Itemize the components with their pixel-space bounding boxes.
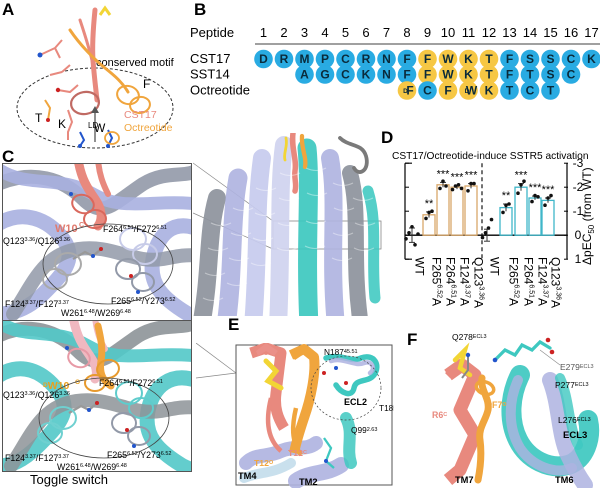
svg-text:***: ***	[515, 170, 529, 182]
svg-text:***: ***	[437, 168, 451, 180]
svg-text:Q278ECL3: Q278ECL3	[452, 332, 487, 342]
svg-text:F2656.52A: F2656.52A	[430, 257, 444, 306]
svg-text:Q1233.36A: Q1233.36A	[472, 257, 486, 308]
svg-text:F1243.37A: F1243.37A	[458, 257, 472, 306]
svg-text:TM6: TM6	[555, 475, 574, 485]
svg-text:T185ECL2: T185ECL2	[379, 403, 394, 413]
svg-text:TM7: TM7	[455, 475, 474, 485]
svg-text:F2656.52A: F2656.52A	[507, 257, 521, 306]
svg-text:ECL3: ECL3	[563, 430, 587, 441]
svg-text:E279ECL3: E279ECL3	[560, 362, 594, 372]
svg-text:**: **	[425, 198, 434, 210]
svg-text:ECL2: ECL2	[344, 397, 367, 407]
svg-text:TM2: TM2	[299, 477, 318, 487]
svg-text:WT: WT	[413, 257, 427, 276]
svg-text:CST17/Octreotide-induce SSTR5: CST17/Octreotide-induce SSTR5 activation	[392, 151, 588, 162]
svg-text:F2646.51A: F2646.51A	[444, 257, 458, 306]
svg-text:***: ***	[465, 170, 479, 182]
svg-text:***: ***	[542, 184, 556, 196]
svg-text:D: D	[381, 128, 393, 147]
svg-text:***: ***	[451, 171, 465, 183]
svg-text:Q1233.36A: Q1233.36A	[549, 257, 563, 308]
svg-text:F2646.51A: F2646.51A	[522, 257, 536, 306]
svg-text:***: ***	[529, 182, 543, 194]
svg-text:ΔpEC50 (from WT): ΔpEC50 (from WT)	[580, 167, 596, 265]
svg-text:R6C: R6C	[432, 410, 447, 420]
svg-text:F1243.37A: F1243.37A	[536, 257, 550, 306]
svg-text:WT: WT	[488, 257, 502, 276]
svg-text:P277ECL3: P277ECL3	[555, 380, 589, 390]
svg-text:**: **	[502, 190, 511, 202]
svg-text:TM4: TM4	[238, 471, 257, 481]
